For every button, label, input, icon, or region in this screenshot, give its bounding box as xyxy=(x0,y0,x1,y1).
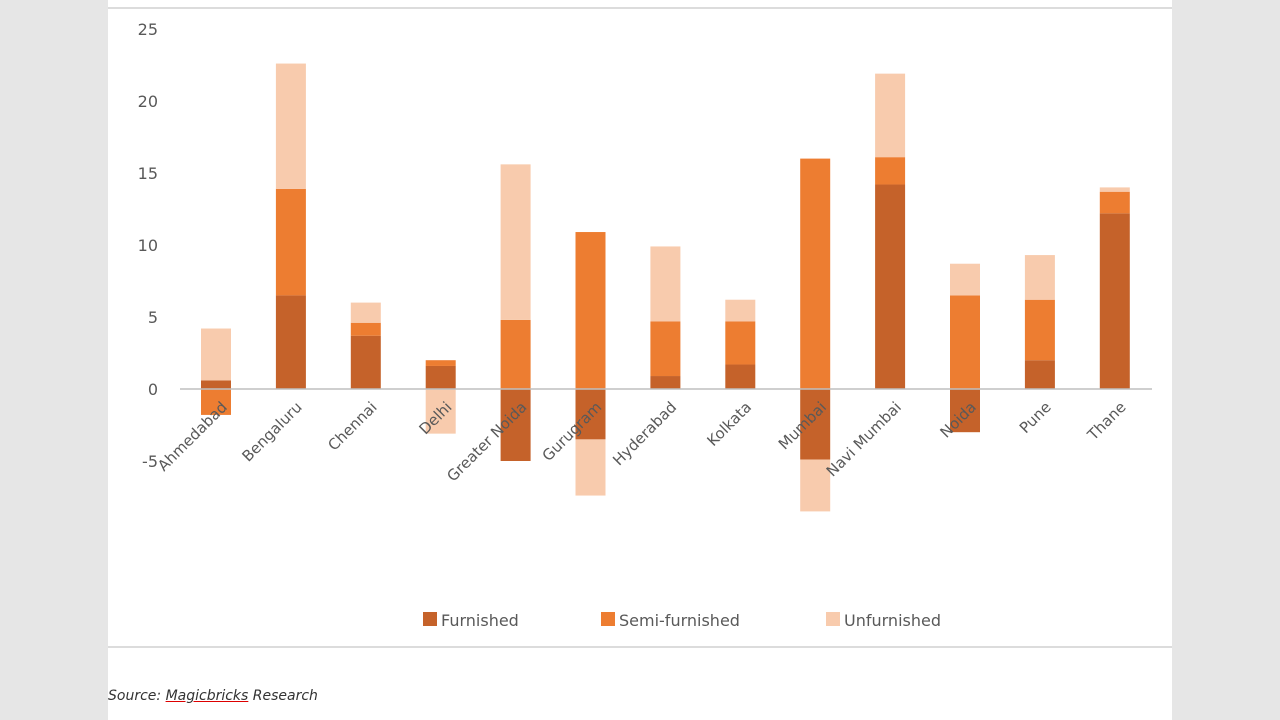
source-suffix: Research xyxy=(248,688,318,704)
y-tick-label: 15 xyxy=(138,164,158,183)
x-tick-label: Chennai xyxy=(324,398,380,454)
bar-semi-furnished-pune xyxy=(1024,299,1055,361)
bar-semi-furnished-chennai xyxy=(350,322,381,336)
source-brand: Magicbricks xyxy=(165,688,249,704)
bar-unfurnished-kolkata xyxy=(725,299,756,322)
source-note: Source: Magicbricks Research xyxy=(108,688,318,704)
x-tick-label: Bengaluru xyxy=(238,398,305,465)
legend-label: Semi-furnished xyxy=(619,611,740,630)
bar-semi-furnished-navi-mumbai xyxy=(875,157,906,185)
bar-furnished-greater-noida xyxy=(500,389,531,461)
x-tick-label: Thane xyxy=(1083,398,1129,444)
bar-furnished-delhi xyxy=(425,365,456,389)
bar-unfurnished-noida xyxy=(950,263,980,296)
bar-semi-furnished-thane xyxy=(1099,191,1130,214)
legend-label: Unfurnished xyxy=(844,611,941,630)
bar-unfurnished-chennai xyxy=(350,302,381,323)
bar-furnished-chennai xyxy=(350,335,381,389)
x-tick-label: Navi Mumbai xyxy=(823,398,905,480)
bar-unfurnished-thane xyxy=(1099,187,1130,192)
bar-furnished-thane xyxy=(1099,213,1130,389)
x-tick-label: Kolkata xyxy=(703,398,755,450)
source-prefix: Source: xyxy=(108,688,166,704)
bar-unfurnished-ahmedabad xyxy=(201,328,231,381)
bar-unfurnished-pune xyxy=(1024,255,1055,300)
bar-semi-furnished-delhi xyxy=(425,360,456,366)
bar-semi-furnished-mumbai xyxy=(800,158,831,389)
bar-unfurnished-gurugram xyxy=(575,439,606,496)
bar-unfurnished-navi-mumbai xyxy=(875,73,906,158)
bar-unfurnished-mumbai xyxy=(800,459,831,512)
bar-furnished-noida xyxy=(950,389,980,433)
bar-semi-furnished-ahmedabad xyxy=(201,389,231,415)
bar-semi-furnished-noida xyxy=(950,295,980,389)
y-tick-label: 5 xyxy=(148,308,158,327)
bar-unfurnished-greater-noida xyxy=(500,164,531,320)
bar-furnished-mumbai xyxy=(800,389,831,460)
bar-furnished-pune xyxy=(1024,360,1055,389)
bar-semi-furnished-bengaluru xyxy=(275,188,306,296)
y-tick-label: 10 xyxy=(138,236,158,255)
legend-label: Furnished xyxy=(441,611,519,630)
y-tick-label: -5 xyxy=(142,452,158,471)
legend-swatch xyxy=(423,612,437,626)
bar-furnished-kolkata xyxy=(725,364,756,389)
y-tick-label: 0 xyxy=(148,380,158,399)
bar-unfurnished-bengaluru xyxy=(275,63,306,189)
bar-furnished-ahmedabad xyxy=(201,380,231,389)
bar-furnished-navi-mumbai xyxy=(875,184,906,389)
bar-semi-furnished-gurugram xyxy=(575,232,606,389)
bar-semi-furnished-kolkata xyxy=(725,321,756,365)
legend-swatch xyxy=(826,612,840,626)
y-tick-label: 20 xyxy=(138,92,158,111)
x-tick-label: Ahmedabad xyxy=(154,398,231,475)
bar-furnished-bengaluru xyxy=(275,295,306,389)
bar-furnished-gurugram xyxy=(575,389,606,440)
x-tick-label: Hyderabad xyxy=(609,398,680,469)
bar-semi-furnished-hyderabad xyxy=(650,321,681,377)
bar-semi-furnished-greater-noida xyxy=(500,319,531,389)
y-tick-label: 25 xyxy=(138,20,158,39)
bar-unfurnished-hyderabad xyxy=(650,246,681,322)
bar-unfurnished-delhi xyxy=(425,389,456,434)
x-tick-label: Pune xyxy=(1016,398,1055,437)
legend-swatch xyxy=(601,612,615,626)
bar-furnished-hyderabad xyxy=(650,376,681,389)
